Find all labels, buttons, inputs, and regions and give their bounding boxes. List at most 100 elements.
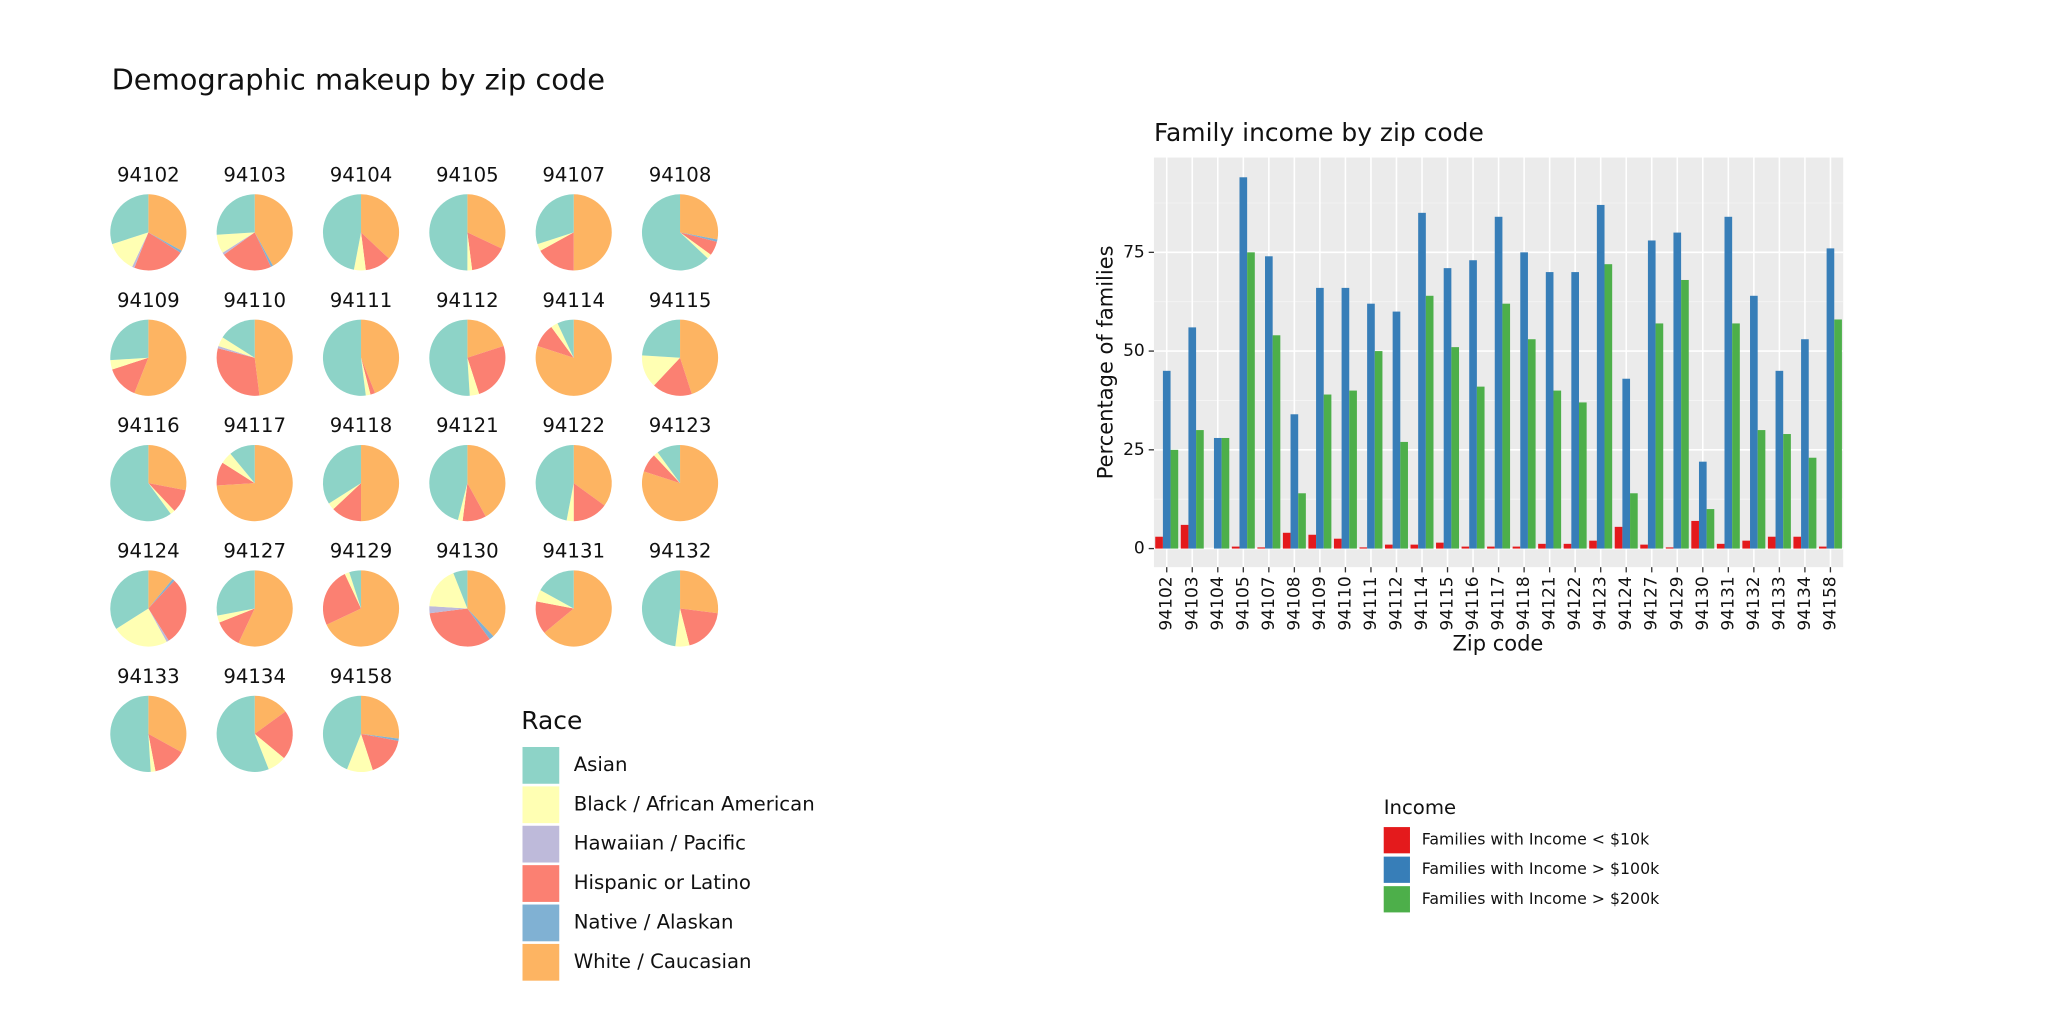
facet-label: 94116: [117, 414, 180, 437]
bar: [1665, 547, 1674, 549]
bar: [1221, 437, 1230, 549]
y-axis-label: Percentage of families: [1094, 245, 1118, 479]
pie-slice: [110, 319, 149, 361]
y-tick-label: 75: [1123, 242, 1145, 262]
pie-slice: [344, 572, 362, 609]
pie-slice: [254, 194, 293, 266]
pie-slice: [328, 483, 362, 510]
facet-label: 94132: [649, 540, 712, 563]
pie-slice: [361, 232, 389, 271]
bar: [1502, 303, 1511, 549]
pie-slice: [148, 483, 175, 514]
legend-label: White / Caucasian: [574, 950, 752, 973]
pie-slice: [429, 573, 468, 609]
pie-slice: [110, 695, 151, 772]
x-tick-label: 94122: [1565, 576, 1585, 630]
x-tick-label: 94111: [1361, 576, 1381, 630]
legend-label: Native / Alaskan: [574, 910, 734, 933]
pie-slice: [361, 357, 371, 396]
bar: [1520, 252, 1528, 549]
bar: [1596, 204, 1605, 549]
pie-slice: [361, 695, 400, 739]
pie-slice: [148, 733, 156, 772]
bar: [1808, 457, 1817, 549]
facet-label: 94111: [330, 289, 393, 312]
pie-slice: [462, 483, 486, 522]
pie-slice: [148, 483, 186, 511]
pie-slice: [230, 445, 255, 484]
bar: [1691, 520, 1699, 549]
x-tick-label: 94116: [1463, 576, 1483, 630]
bar: [1247, 252, 1255, 549]
bar: [1647, 240, 1656, 549]
pie-slice: [216, 348, 260, 396]
bar-title: Family income by zip code: [1154, 118, 1484, 147]
x-tick-label: 94104: [1208, 576, 1228, 630]
legend-title: Race: [521, 706, 582, 735]
pie-slice: [653, 357, 692, 396]
pie-slice: [643, 455, 681, 484]
bar: [1640, 544, 1648, 549]
bar: [1538, 543, 1546, 549]
bar: [1716, 543, 1725, 549]
pie-slice: [216, 462, 255, 486]
bar: [1706, 509, 1715, 549]
facet-label: 94121: [436, 414, 499, 437]
facet-label: 94107: [542, 163, 605, 186]
x-tick-label: 94134: [1795, 576, 1815, 630]
bar: [1589, 540, 1597, 549]
bar: [1162, 370, 1171, 549]
facet-label: 94108: [649, 163, 712, 186]
bar: [1783, 434, 1791, 549]
pie-slice: [361, 733, 399, 771]
legend-label: Hispanic or Latino: [574, 871, 751, 894]
pie-slice: [222, 319, 255, 358]
bar: [1742, 540, 1751, 549]
pie-slice: [148, 194, 187, 251]
pie-slice: [467, 232, 473, 271]
pie-title: Demographic makeup by zip code: [112, 62, 605, 96]
pie-slice: [112, 357, 149, 394]
pie-slice: [535, 445, 574, 521]
pie-slice: [322, 194, 362, 270]
bar: [1282, 532, 1291, 549]
facet-label: 94158: [330, 665, 393, 688]
facet-label: 94104: [330, 163, 393, 186]
pie-slice: [535, 601, 574, 633]
y-tick-label: 0: [1134, 539, 1145, 559]
bar: [1359, 547, 1368, 549]
pie-slice: [254, 319, 293, 396]
pie-slice: [467, 232, 502, 271]
pie-slice: [573, 194, 612, 271]
bar: [1571, 272, 1579, 549]
x-tick-label: 94110: [1335, 576, 1355, 630]
x-tick-label: 94107: [1259, 576, 1279, 630]
pie-slice: [322, 319, 366, 396]
bar: [1512, 546, 1521, 549]
bar: [1545, 272, 1554, 549]
pie-slice: [467, 194, 506, 249]
legend-key: [522, 904, 560, 942]
bar: [1461, 546, 1470, 549]
pie-slice: [457, 483, 468, 521]
bar: [1374, 351, 1383, 549]
pie-slice: [680, 570, 719, 614]
x-tick-label: 94112: [1386, 576, 1406, 630]
bar: [1793, 536, 1802, 549]
bar: [1400, 441, 1408, 549]
pie-slice: [222, 453, 255, 484]
legend-label: Black / African American: [574, 792, 815, 815]
pie-slice: [110, 357, 149, 370]
legend-label: Hawaiian / Pacific: [574, 832, 746, 855]
x-tick-label: 94158: [1820, 576, 1840, 630]
pie-slice: [467, 345, 506, 394]
x-tick-label: 94108: [1284, 576, 1304, 630]
x-tick-label: 94114: [1412, 576, 1432, 630]
bar: [1257, 547, 1266, 549]
facet-label: 94117: [223, 414, 286, 437]
bar: [1367, 303, 1375, 549]
pie-slice: [467, 319, 504, 358]
pie-slice: [467, 445, 506, 517]
pie-slice: [349, 570, 362, 609]
